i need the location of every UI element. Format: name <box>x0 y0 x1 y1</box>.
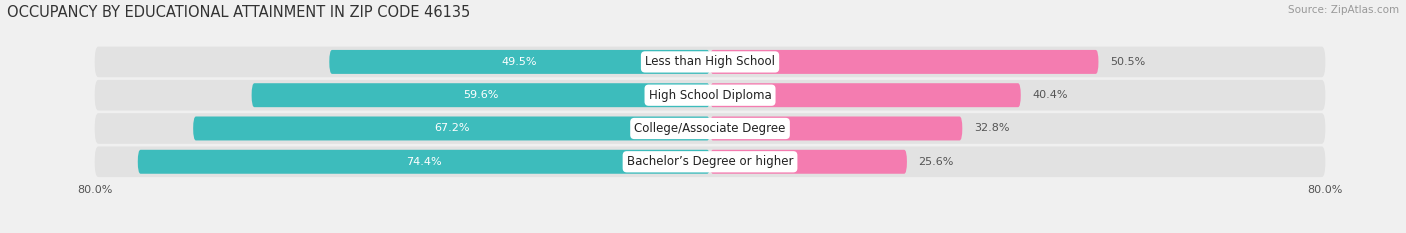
FancyBboxPatch shape <box>94 47 1326 77</box>
FancyBboxPatch shape <box>94 80 1326 110</box>
Text: College/Associate Degree: College/Associate Degree <box>634 122 786 135</box>
FancyBboxPatch shape <box>94 113 1326 144</box>
Text: 32.8%: 32.8% <box>974 123 1010 134</box>
FancyBboxPatch shape <box>94 147 1326 177</box>
FancyBboxPatch shape <box>252 83 710 107</box>
FancyBboxPatch shape <box>710 83 1021 107</box>
Text: High School Diploma: High School Diploma <box>648 89 772 102</box>
Text: Less than High School: Less than High School <box>645 55 775 69</box>
Text: Bachelor’s Degree or higher: Bachelor’s Degree or higher <box>627 155 793 168</box>
Text: 50.5%: 50.5% <box>1109 57 1146 67</box>
Text: 49.5%: 49.5% <box>502 57 537 67</box>
Text: 74.4%: 74.4% <box>406 157 441 167</box>
FancyBboxPatch shape <box>138 150 710 174</box>
Text: Source: ZipAtlas.com: Source: ZipAtlas.com <box>1288 5 1399 15</box>
FancyBboxPatch shape <box>710 50 1098 74</box>
FancyBboxPatch shape <box>329 50 710 74</box>
FancyBboxPatch shape <box>193 116 710 140</box>
FancyBboxPatch shape <box>710 150 907 174</box>
Text: 59.6%: 59.6% <box>463 90 499 100</box>
Text: 67.2%: 67.2% <box>434 123 470 134</box>
FancyBboxPatch shape <box>710 116 962 140</box>
Text: 40.4%: 40.4% <box>1032 90 1067 100</box>
Text: OCCUPANCY BY EDUCATIONAL ATTAINMENT IN ZIP CODE 46135: OCCUPANCY BY EDUCATIONAL ATTAINMENT IN Z… <box>7 5 470 20</box>
Text: 25.6%: 25.6% <box>918 157 953 167</box>
